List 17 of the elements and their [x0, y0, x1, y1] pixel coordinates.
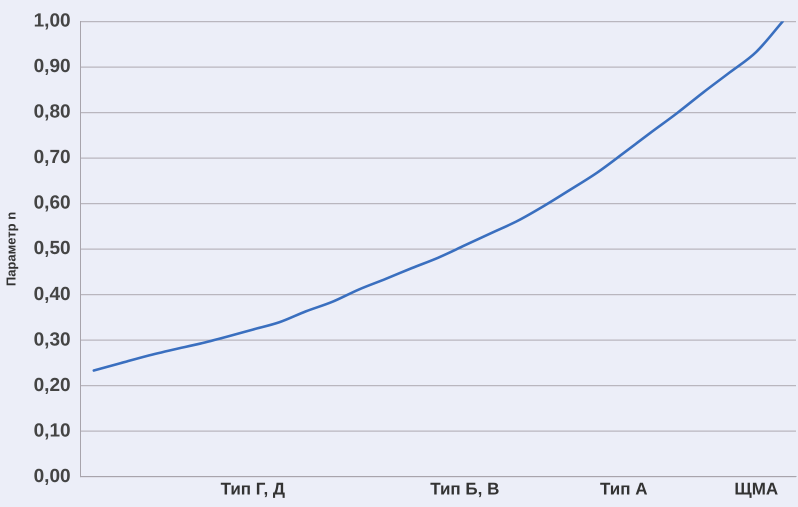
y-tick-label: 0,90	[34, 56, 71, 78]
y-tick-label: 0,30	[34, 329, 71, 350]
x-tick-label: Тип Г, Д	[220, 479, 286, 498]
y-tick-label: 0,80	[34, 102, 71, 123]
y-axis-title: Параметр n	[3, 212, 18, 286]
y-tick-label: 0,10	[34, 420, 71, 442]
y-tick-label: 0,70	[34, 147, 71, 168]
y-tick-label: 0,00	[34, 466, 71, 487]
y-tick-label: 1,00	[34, 10, 71, 32]
x-tick-label: ЩМА	[734, 479, 778, 498]
y-tick-label: 0,40	[34, 284, 71, 305]
y-tick-label: 0,20	[34, 374, 71, 396]
y-tick-label: 0,60	[34, 192, 71, 214]
y-tick-label: 0,50	[34, 238, 71, 260]
x-tick-label: Тип Б, В	[430, 479, 500, 498]
x-tick-label: Тип А	[600, 479, 648, 498]
line-series	[92, 21, 784, 372]
